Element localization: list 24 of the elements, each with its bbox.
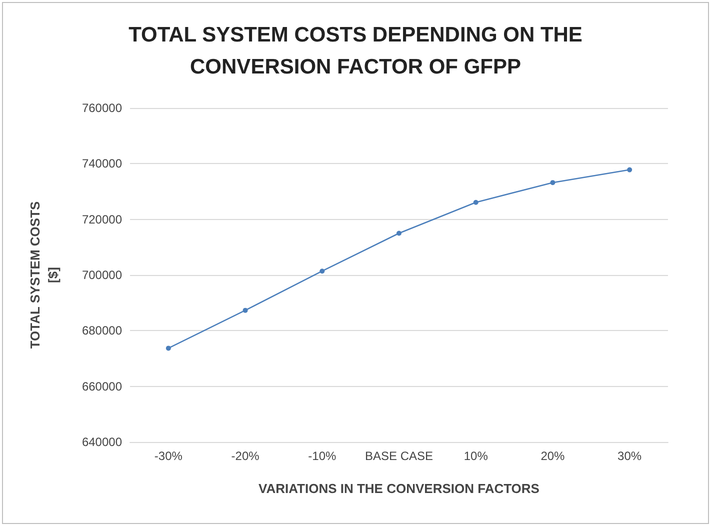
x-tick-label: -10% xyxy=(308,449,336,463)
y-tick-label: 720000 xyxy=(82,212,122,226)
point xyxy=(242,308,248,313)
y-axis-title: TOTAL SYSTEM COSTS [$] xyxy=(28,201,60,349)
x-tick-label: 10% xyxy=(464,449,488,463)
point xyxy=(320,268,325,274)
point xyxy=(473,200,478,205)
y-tick-label: 660000 xyxy=(82,379,122,394)
x-tick-label: BASE CASE xyxy=(364,449,434,463)
x-tick-label: -20% xyxy=(231,449,260,463)
x-tick-label: -30% xyxy=(154,449,183,463)
x-tick-label: 30% xyxy=(618,449,642,463)
y-tick-label: 700000 xyxy=(82,268,122,282)
x-axis-title: VARIATIONS IN THE CONVERSION FACTORS xyxy=(258,481,540,496)
y-tick-label: 640000 xyxy=(82,435,122,449)
y-tick-label: 680000 xyxy=(82,324,122,338)
point xyxy=(627,167,632,172)
x-tick-label: 20% xyxy=(540,449,566,463)
point xyxy=(550,180,556,186)
y-tick-label: 740000 xyxy=(82,156,122,171)
point xyxy=(396,230,402,236)
chart-title: TOTAL SYSTEM COSTS DEPENDING ON THE CONVERSION FACTOR OF GFPP xyxy=(128,24,582,78)
point xyxy=(166,346,171,351)
y-tick-label: 760000 xyxy=(82,101,122,115)
